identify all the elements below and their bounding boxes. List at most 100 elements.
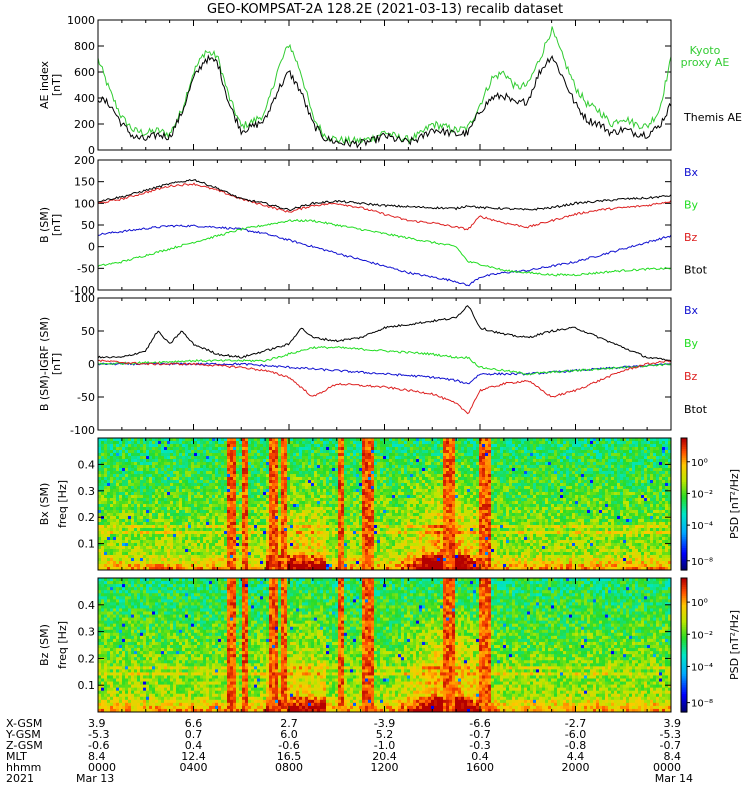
psd-cell <box>110 528 114 532</box>
psd-cell <box>224 456 228 460</box>
psd-cell <box>323 561 327 565</box>
psd-cell <box>377 537 381 541</box>
psd-cell <box>347 513 351 517</box>
psd-cell <box>197 489 201 493</box>
psd-cell <box>392 441 396 445</box>
psd-cell <box>224 528 228 532</box>
psd-cell <box>308 480 312 484</box>
psd-cell <box>350 564 354 568</box>
psd-cell <box>194 525 198 529</box>
psd-cell <box>197 543 201 547</box>
psd-cell <box>251 537 255 541</box>
psd-cell <box>290 444 294 448</box>
psd-cell <box>365 561 369 565</box>
psd-cell <box>320 441 324 445</box>
y-tick-label: 50 <box>81 219 95 232</box>
psd-cell <box>182 474 186 478</box>
psd-cell <box>104 561 108 565</box>
psd-cell <box>407 498 411 502</box>
psd-cell <box>308 546 312 550</box>
psd-cell <box>341 462 345 466</box>
psd-cell <box>128 447 132 451</box>
psd-cell <box>209 543 213 547</box>
psd-cell <box>395 465 399 469</box>
psd-cell <box>143 531 147 535</box>
psd-cell <box>365 522 369 526</box>
psd-cell <box>353 465 357 469</box>
psd-cell <box>137 441 141 445</box>
psd-cell <box>338 495 342 499</box>
psd-cell <box>404 480 408 484</box>
psd-cell <box>116 555 120 559</box>
psd-cell <box>176 510 180 514</box>
psd-cell <box>290 441 294 445</box>
psd-cell <box>371 471 375 475</box>
psd-cell <box>329 528 333 532</box>
psd-cell <box>413 465 417 469</box>
psd-cell <box>290 528 294 532</box>
psd-cell <box>242 477 246 481</box>
psd-cell <box>173 483 177 487</box>
psd-cell <box>347 459 351 463</box>
psd-cell <box>191 519 195 523</box>
psd-cell <box>155 453 159 457</box>
psd-cell <box>329 498 333 502</box>
psd-cell <box>170 480 174 484</box>
psd-cell <box>299 519 303 523</box>
psd-cell <box>269 492 273 496</box>
psd-cell <box>158 501 162 505</box>
psd-cell <box>371 456 375 460</box>
psd-cell <box>131 561 135 565</box>
psd-cell <box>296 513 300 517</box>
psd-cell <box>374 510 378 514</box>
psd-cell <box>164 438 168 442</box>
psd-cell <box>146 504 150 508</box>
psd-cell <box>155 528 159 532</box>
psd-cell <box>281 537 285 541</box>
psd-cell <box>395 444 399 448</box>
psd-cell <box>377 519 381 523</box>
psd-cell <box>293 528 297 532</box>
psd-cell <box>293 447 297 451</box>
psd-cell <box>389 468 393 472</box>
psd-cell <box>134 567 138 571</box>
psd-cell <box>350 441 354 445</box>
psd-cell <box>347 489 351 493</box>
psd-cell <box>101 537 105 541</box>
legend-kyoto: proxy AE <box>681 56 730 69</box>
psd-cell <box>200 561 204 565</box>
psd-cell <box>308 471 312 475</box>
psd-cell <box>212 546 216 550</box>
psd-cell <box>410 531 414 535</box>
psd-cell <box>239 564 243 568</box>
psd-cell <box>278 537 282 541</box>
psd-cell <box>191 534 195 538</box>
psd-cell <box>122 567 126 571</box>
psd-cell <box>167 462 171 466</box>
psd-cell <box>200 516 204 520</box>
psd-cell <box>224 552 228 556</box>
psd-cell <box>188 528 192 532</box>
psd-cell <box>209 501 213 505</box>
psd-cell <box>362 447 366 451</box>
psd-cell <box>188 450 192 454</box>
psd-cell <box>158 507 162 511</box>
psd-cell <box>182 465 186 469</box>
psd-cell <box>302 447 306 451</box>
psd-cell <box>305 438 309 442</box>
psd-cell <box>245 474 249 478</box>
psd-cell <box>161 567 165 571</box>
y-axis-label: AE index <box>38 60 51 109</box>
psd-cell <box>272 465 276 469</box>
psd-cell <box>170 471 174 475</box>
psd-cell <box>101 510 105 514</box>
psd-cell <box>176 540 180 544</box>
psd-cell <box>305 501 309 505</box>
psd-cell <box>146 531 150 535</box>
psd-cell <box>203 507 207 511</box>
psd-cell <box>320 459 324 463</box>
psd-cell <box>185 498 189 502</box>
psd-cell <box>257 531 261 535</box>
psd-cell <box>239 552 243 556</box>
psd-cell <box>248 567 252 571</box>
